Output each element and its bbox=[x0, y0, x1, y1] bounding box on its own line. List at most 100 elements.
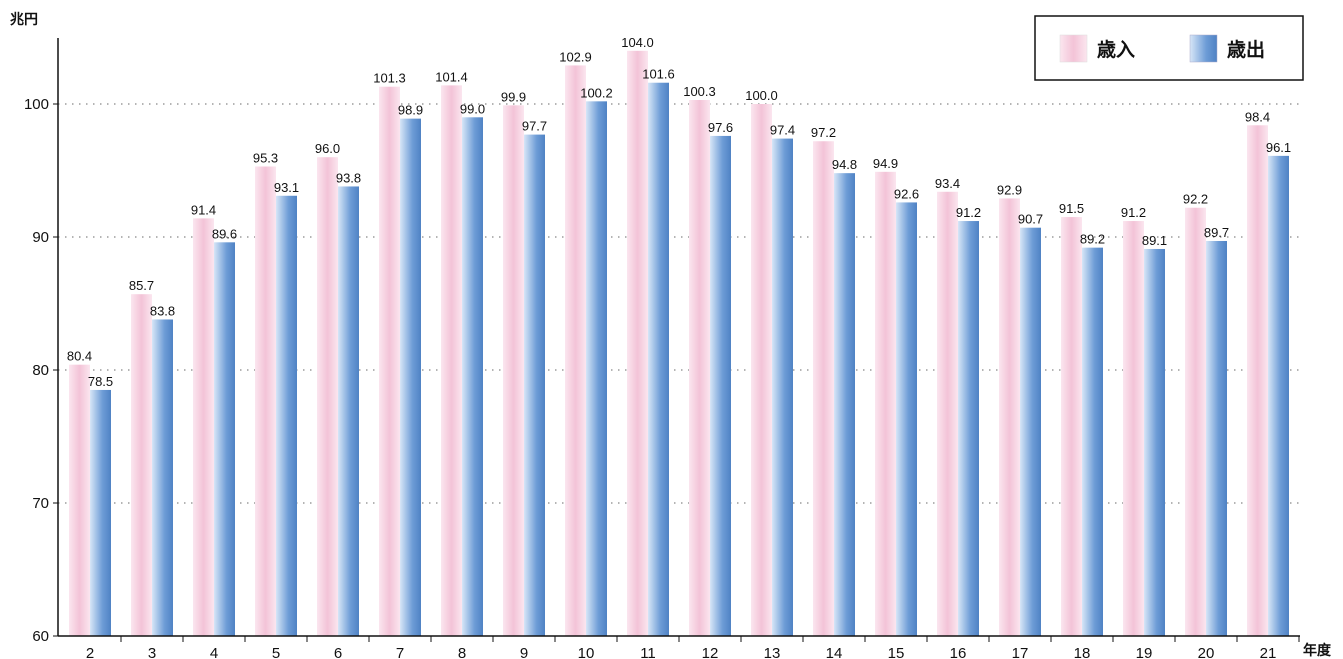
data-label-expenditure: 94.8 bbox=[832, 157, 857, 172]
data-label-expenditure: 89.6 bbox=[212, 226, 237, 241]
y-tick-label: 80 bbox=[32, 362, 49, 379]
bar-revenue bbox=[69, 364, 90, 636]
bar-expenditure bbox=[524, 134, 545, 636]
bar-expenditure bbox=[1020, 227, 1041, 636]
bar-expenditure bbox=[586, 101, 607, 637]
data-label-expenditure: 97.7 bbox=[522, 119, 547, 134]
bar-revenue bbox=[441, 85, 462, 636]
bars-group bbox=[69, 50, 1289, 637]
x-tick-label: 12 bbox=[702, 645, 719, 659]
x-tick-label: 5 bbox=[272, 645, 280, 659]
bar-expenditure bbox=[958, 221, 979, 637]
x-tick-label: 2 bbox=[86, 645, 94, 659]
bar-expenditure bbox=[400, 118, 421, 636]
data-label-revenue: 91.2 bbox=[1121, 205, 1146, 220]
data-label-revenue: 101.3 bbox=[373, 71, 406, 86]
data-labels-group: 80.4 78.5 85.7 83.8 91.4 89.6 95.3 93.1 96.0 93.8… bbox=[67, 35, 1291, 389]
data-label-revenue: 92.9 bbox=[997, 182, 1022, 197]
data-label-expenditure: 101.6 bbox=[642, 67, 675, 82]
bar-revenue bbox=[565, 65, 586, 637]
data-label-revenue: 91.5 bbox=[1059, 201, 1084, 216]
x-tick-label: 8 bbox=[458, 645, 466, 659]
data-label-revenue: 97.2 bbox=[811, 125, 836, 140]
bar-revenue bbox=[689, 100, 710, 636]
legend-swatch-revenue bbox=[1059, 34, 1088, 63]
bar-revenue bbox=[1061, 217, 1082, 637]
bar-revenue bbox=[1185, 207, 1206, 637]
y-tick-label: 60 bbox=[32, 628, 49, 645]
data-label-revenue: 96.0 bbox=[315, 141, 340, 156]
data-label-revenue: 102.9 bbox=[559, 49, 592, 64]
legend-label-revenue: 歳入 bbox=[1097, 39, 1135, 61]
bar-revenue bbox=[1123, 221, 1144, 637]
x-tick-label: 10 bbox=[578, 645, 595, 659]
x-tick-label: 7 bbox=[396, 645, 404, 659]
data-label-revenue: 101.4 bbox=[435, 69, 468, 84]
legend-label-expenditure: 歳出 bbox=[1227, 38, 1265, 61]
bar-revenue bbox=[503, 105, 524, 636]
bar-expenditure bbox=[710, 135, 731, 637]
bar-expenditure bbox=[1206, 240, 1227, 637]
bar-expenditure bbox=[90, 389, 111, 636]
data-label-expenditure: 98.9 bbox=[398, 103, 423, 118]
bar-expenditure bbox=[648, 82, 669, 637]
data-label-revenue: 85.7 bbox=[129, 278, 154, 293]
bar-revenue bbox=[813, 141, 834, 637]
data-label-expenditure: 78.5 bbox=[88, 374, 113, 389]
data-label-revenue: 93.4 bbox=[935, 176, 960, 191]
legend-swatch-expenditure bbox=[1189, 34, 1218, 63]
bar-revenue bbox=[255, 166, 276, 636]
x-tick-label: 19 bbox=[1136, 645, 1153, 659]
data-label-revenue: 95.3 bbox=[253, 151, 278, 166]
data-label-expenditure: 93.1 bbox=[274, 180, 299, 195]
y-tick-label: 100 bbox=[24, 96, 49, 113]
bar-revenue bbox=[1247, 125, 1268, 636]
data-label-expenditure: 97.4 bbox=[770, 123, 795, 138]
data-label-expenditure: 99.0 bbox=[460, 101, 485, 116]
bar-expenditure bbox=[462, 117, 483, 637]
x-tick-label: 15 bbox=[888, 645, 905, 659]
bar-expenditure bbox=[834, 173, 855, 636]
bar-revenue bbox=[875, 171, 896, 636]
data-label-revenue: 100.3 bbox=[683, 84, 716, 99]
y-axis-unit: 兆円 bbox=[10, 12, 38, 28]
data-label-expenditure: 83.8 bbox=[150, 303, 175, 318]
x-tick-label: 11 bbox=[640, 645, 656, 659]
y-tick-label: 90 bbox=[32, 229, 49, 246]
bar-revenue bbox=[317, 157, 338, 636]
bar-revenue bbox=[131, 294, 152, 636]
data-label-expenditure: 97.6 bbox=[708, 120, 733, 135]
bar-expenditure bbox=[772, 138, 793, 636]
x-tick-label: 13 bbox=[764, 645, 781, 659]
legend: 歳入 歳出 bbox=[1034, 15, 1304, 81]
data-label-revenue: 92.2 bbox=[1183, 192, 1208, 207]
x-tick-label: 4 bbox=[210, 645, 218, 659]
data-label-expenditure: 89.7 bbox=[1204, 225, 1229, 240]
bar-expenditure bbox=[896, 202, 917, 637]
bar-expenditure bbox=[1144, 248, 1165, 636]
x-tick-label: 9 bbox=[520, 645, 528, 659]
data-label-expenditure: 89.1 bbox=[1142, 233, 1167, 248]
bar-expenditure bbox=[338, 186, 359, 636]
data-label-revenue: 104.0 bbox=[621, 35, 654, 50]
data-label-expenditure: 93.8 bbox=[336, 170, 361, 185]
bar-revenue bbox=[999, 198, 1020, 636]
data-label-expenditure: 89.2 bbox=[1080, 232, 1105, 247]
x-tick-label: 21 bbox=[1260, 645, 1277, 659]
data-label-revenue: 80.4 bbox=[67, 349, 92, 364]
bar-revenue bbox=[937, 191, 958, 636]
data-label-expenditure: 92.6 bbox=[894, 186, 919, 201]
x-tick-label: 18 bbox=[1074, 645, 1091, 659]
x-tick-label: 14 bbox=[826, 645, 843, 659]
bar-expenditure bbox=[214, 242, 235, 636]
data-label-revenue: 100.0 bbox=[745, 88, 778, 103]
axes: 60 70 80 90 100 2 3 4 5 6 7 8 9 10 11 12 13 14 15 16 17 18 19 2… bbox=[24, 38, 1300, 659]
x-tick-label: 17 bbox=[1012, 645, 1029, 659]
bar-revenue bbox=[751, 104, 772, 636]
bar-expenditure bbox=[1082, 247, 1103, 636]
data-label-revenue: 98.4 bbox=[1245, 109, 1270, 124]
x-tick-label: 3 bbox=[148, 645, 156, 659]
y-tick-label: 70 bbox=[32, 495, 49, 512]
bar-revenue bbox=[193, 218, 214, 636]
data-label-expenditure: 90.7 bbox=[1018, 212, 1043, 227]
